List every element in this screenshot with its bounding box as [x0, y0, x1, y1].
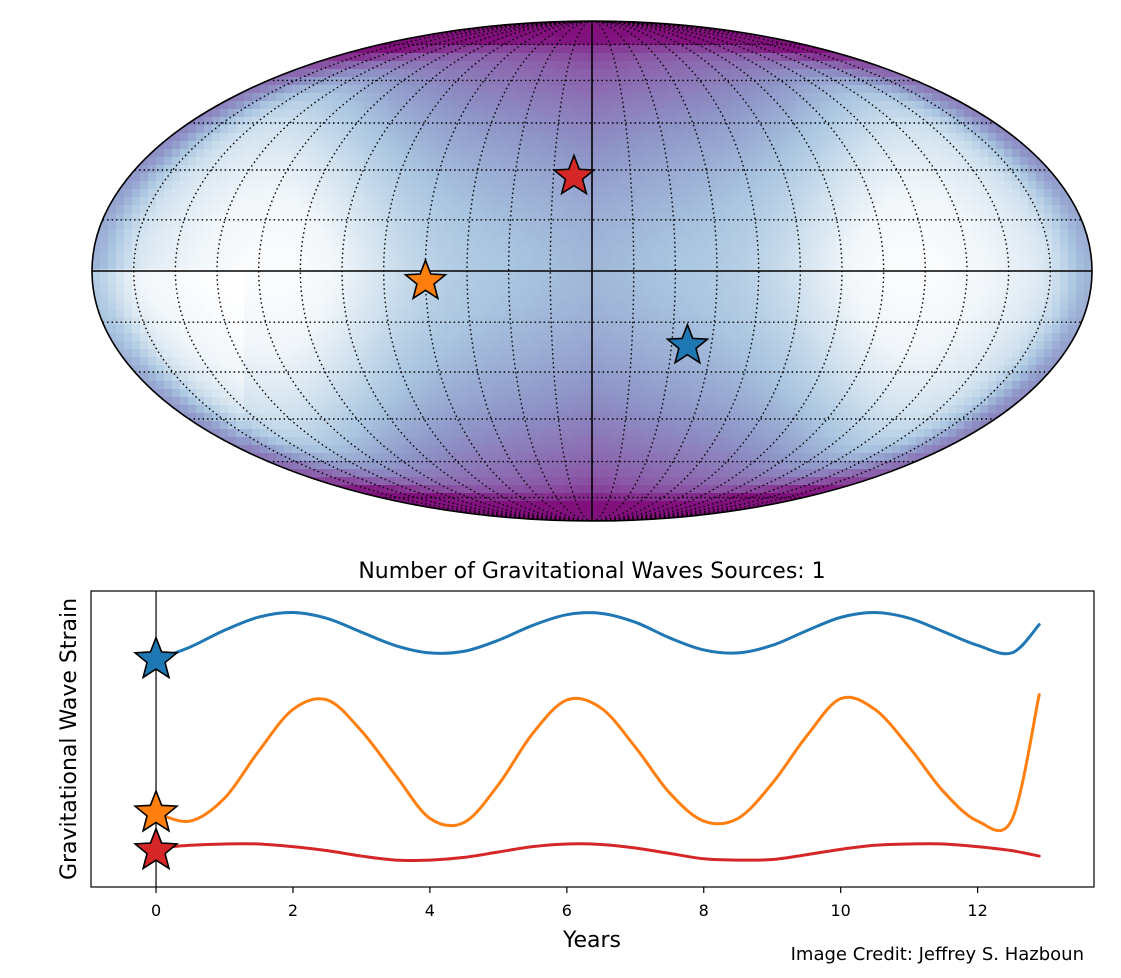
source-star-marker	[551, 153, 597, 196]
sky-map-border	[91, 20, 1093, 522]
y-axis-label: Gravitational Wave Strain	[57, 598, 82, 880]
series-star-marker	[133, 826, 180, 871]
chart-title: Number of Gravitational Waves Sources: 1	[358, 559, 825, 584]
series-line	[154, 842, 1041, 863]
sky-map-sources	[403, 153, 710, 365]
x-tick-label: 0	[151, 901, 161, 920]
meridian-line	[591, 21, 635, 521]
series-star-marker	[133, 788, 180, 833]
x-axis-ticks: 0 2 4 6 8 10 12	[151, 887, 988, 920]
meridian-line	[424, 21, 593, 521]
sky-map	[91, 20, 1093, 522]
meridian-line	[591, 21, 760, 521]
source-star-marker	[665, 322, 710, 365]
x-tick-label: 6	[562, 901, 572, 920]
x-axis-label: Years	[562, 928, 621, 953]
x-tick-label: 10	[831, 901, 851, 920]
plot-area	[90, 590, 1095, 888]
x-tick-label: 8	[699, 901, 709, 920]
x-tick-label: 12	[967, 901, 987, 920]
strain-chart: Number of Gravitational Waves Sources: 1…	[57, 559, 1095, 953]
series-star-marker	[133, 635, 180, 680]
x-tick-label: 2	[288, 901, 298, 920]
series-line	[154, 611, 1041, 662]
series-lines	[154, 611, 1041, 863]
meridian-line	[549, 21, 593, 521]
series-line	[154, 693, 1041, 833]
source-star-marker	[403, 258, 448, 301]
x-tick-label: 4	[425, 901, 435, 920]
image-credit: Image Credit: Jeffrey S. Hazboun	[791, 944, 1084, 965]
series-markers	[133, 635, 180, 871]
